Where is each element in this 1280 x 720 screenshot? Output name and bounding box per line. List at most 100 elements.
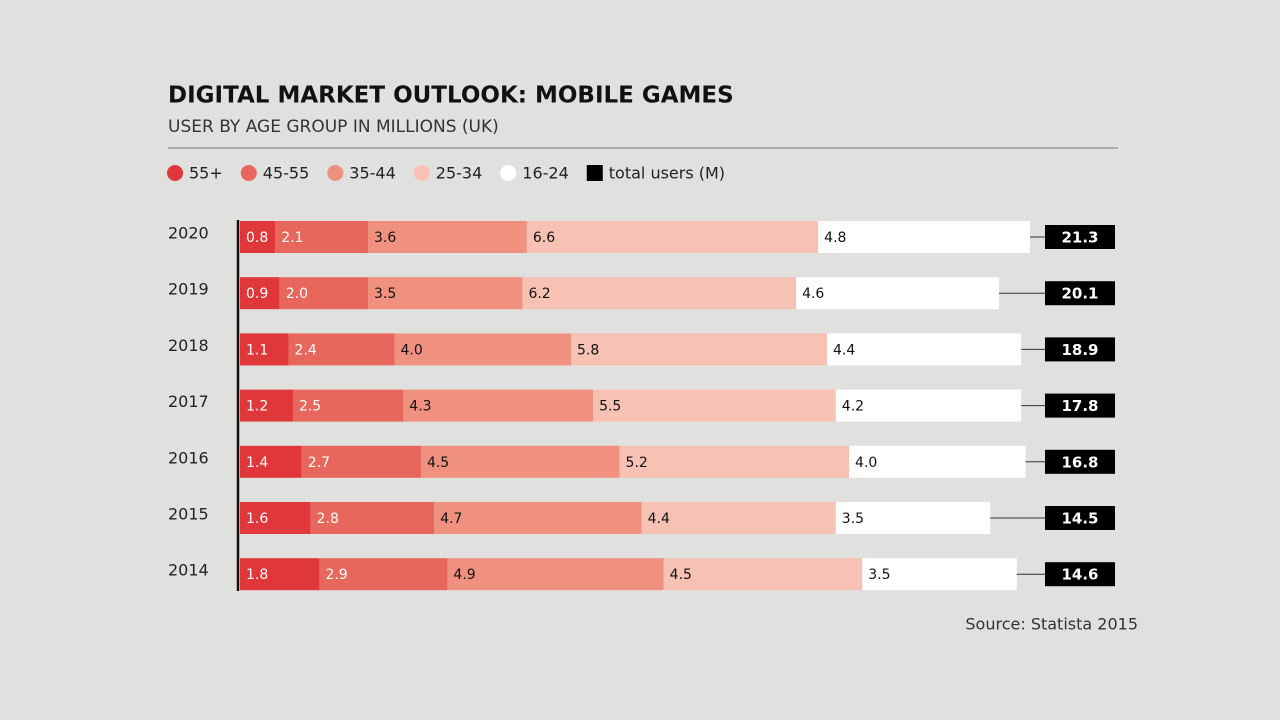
data-label: 1.4 bbox=[246, 455, 268, 471]
data-label: 6.6 bbox=[533, 230, 555, 246]
bar-segment bbox=[522, 277, 797, 310]
legend-marker bbox=[500, 165, 517, 181]
total-label: 18.9 bbox=[1061, 341, 1098, 359]
y-tick-label: 2014 bbox=[168, 561, 209, 580]
total-label: 14.6 bbox=[1061, 566, 1098, 584]
data-label: 4.9 bbox=[453, 567, 475, 583]
total-label: 21.3 bbox=[1061, 229, 1098, 247]
bar-segment bbox=[394, 333, 572, 366]
bar-segment bbox=[240, 277, 280, 310]
data-label: 4.6 bbox=[802, 286, 824, 302]
bar-segment bbox=[835, 502, 991, 534]
bar-segment bbox=[279, 277, 368, 310]
bar-segment bbox=[593, 389, 836, 422]
y-tick-label: 2015 bbox=[168, 505, 209, 524]
legend-label: 45-55 bbox=[263, 164, 310, 183]
total-box bbox=[1045, 337, 1115, 362]
data-label: 1.2 bbox=[246, 399, 268, 415]
bar-segment bbox=[367, 221, 527, 253]
y-tick-label: 2018 bbox=[168, 336, 209, 355]
bar-segment bbox=[862, 558, 1017, 591]
total-box bbox=[1045, 393, 1115, 418]
data-label: 5.2 bbox=[626, 455, 648, 471]
bar-segment bbox=[240, 502, 311, 534]
bar-segment bbox=[849, 445, 1026, 478]
total-label: 14.5 bbox=[1061, 510, 1098, 528]
data-label: 2.7 bbox=[308, 455, 330, 471]
data-label: 3.5 bbox=[868, 567, 890, 583]
total-box bbox=[1045, 281, 1115, 306]
data-label: 4.2 bbox=[842, 399, 864, 415]
data-label: 4.4 bbox=[648, 511, 670, 527]
bar-segment bbox=[571, 333, 827, 366]
data-label: 3.6 bbox=[374, 230, 396, 246]
data-label: 4.0 bbox=[855, 455, 877, 471]
bar-segment bbox=[663, 558, 863, 591]
legend-label: 55+ bbox=[189, 164, 223, 183]
data-label: 2.4 bbox=[295, 342, 317, 358]
bar-segment bbox=[818, 221, 1030, 253]
data-label: 4.7 bbox=[440, 511, 462, 527]
legend-label: 16-24 bbox=[522, 164, 569, 183]
bar-segment bbox=[319, 558, 448, 591]
data-label: 6.2 bbox=[528, 286, 550, 302]
bar-segment bbox=[240, 221, 276, 253]
data-label: 2.5 bbox=[299, 399, 321, 415]
data-label: 4.4 bbox=[833, 342, 855, 358]
data-label: 2.9 bbox=[325, 567, 347, 583]
bar-segment bbox=[796, 277, 1000, 310]
data-label: 4.3 bbox=[409, 399, 431, 415]
legend-label: 25-34 bbox=[436, 164, 483, 183]
bar-segment bbox=[292, 389, 404, 422]
bar-segment bbox=[420, 445, 620, 478]
y-tick-label: 2017 bbox=[168, 392, 209, 411]
data-label: 4.5 bbox=[427, 455, 449, 471]
data-label: 0.8 bbox=[246, 230, 268, 246]
legend-marker bbox=[327, 165, 344, 181]
y-tick-label: 2019 bbox=[168, 280, 209, 299]
legend-label: 35-44 bbox=[349, 164, 396, 183]
data-label: 0.9 bbox=[246, 286, 268, 302]
total-box bbox=[1045, 449, 1115, 474]
total-label: 20.1 bbox=[1061, 285, 1098, 303]
total-box bbox=[1045, 225, 1115, 249]
data-label: 2.8 bbox=[317, 511, 339, 527]
legend-marker bbox=[413, 165, 430, 181]
bar-segment bbox=[434, 502, 642, 534]
data-label: 5.5 bbox=[599, 399, 621, 415]
legend-marker bbox=[240, 165, 257, 181]
chart-subtitle: USER BY AGE GROUP IN MILLIONS (UK) bbox=[168, 117, 499, 137]
y-tick-label: 2020 bbox=[168, 224, 209, 243]
bar-segment bbox=[301, 445, 421, 478]
data-label: 2.1 bbox=[281, 230, 303, 246]
source: Source: Statista 2015 bbox=[965, 615, 1138, 634]
bar-segment bbox=[240, 389, 293, 422]
legend-label: total users (M) bbox=[609, 164, 725, 183]
bar-segment bbox=[288, 333, 395, 366]
total-box bbox=[1045, 562, 1115, 587]
total-box bbox=[1045, 506, 1115, 530]
bar-segment bbox=[310, 502, 435, 534]
data-label: 3.5 bbox=[374, 286, 396, 302]
bar-segment bbox=[240, 558, 320, 591]
data-label: 4.8 bbox=[824, 230, 846, 246]
bar-segment bbox=[240, 445, 302, 478]
total-label: 17.8 bbox=[1061, 397, 1098, 415]
bar-segment bbox=[619, 445, 850, 478]
bar-segment bbox=[367, 277, 523, 310]
chart-title: DIGITAL MARKET OUTLOOK: MOBILE GAMES bbox=[168, 83, 734, 109]
bar-segment bbox=[826, 333, 1022, 366]
data-label: 1.8 bbox=[246, 567, 268, 583]
bar-segment bbox=[240, 333, 289, 366]
data-label: 5.8 bbox=[577, 342, 599, 358]
bar-segment bbox=[447, 558, 664, 591]
bar-segment bbox=[641, 502, 836, 534]
legend-marker bbox=[167, 165, 183, 181]
legend-marker bbox=[586, 165, 603, 181]
bar-segment bbox=[526, 221, 819, 253]
data-label: 1.6 bbox=[246, 511, 268, 527]
bar-segment bbox=[403, 389, 594, 422]
y-tick-label: 2016 bbox=[168, 448, 209, 467]
